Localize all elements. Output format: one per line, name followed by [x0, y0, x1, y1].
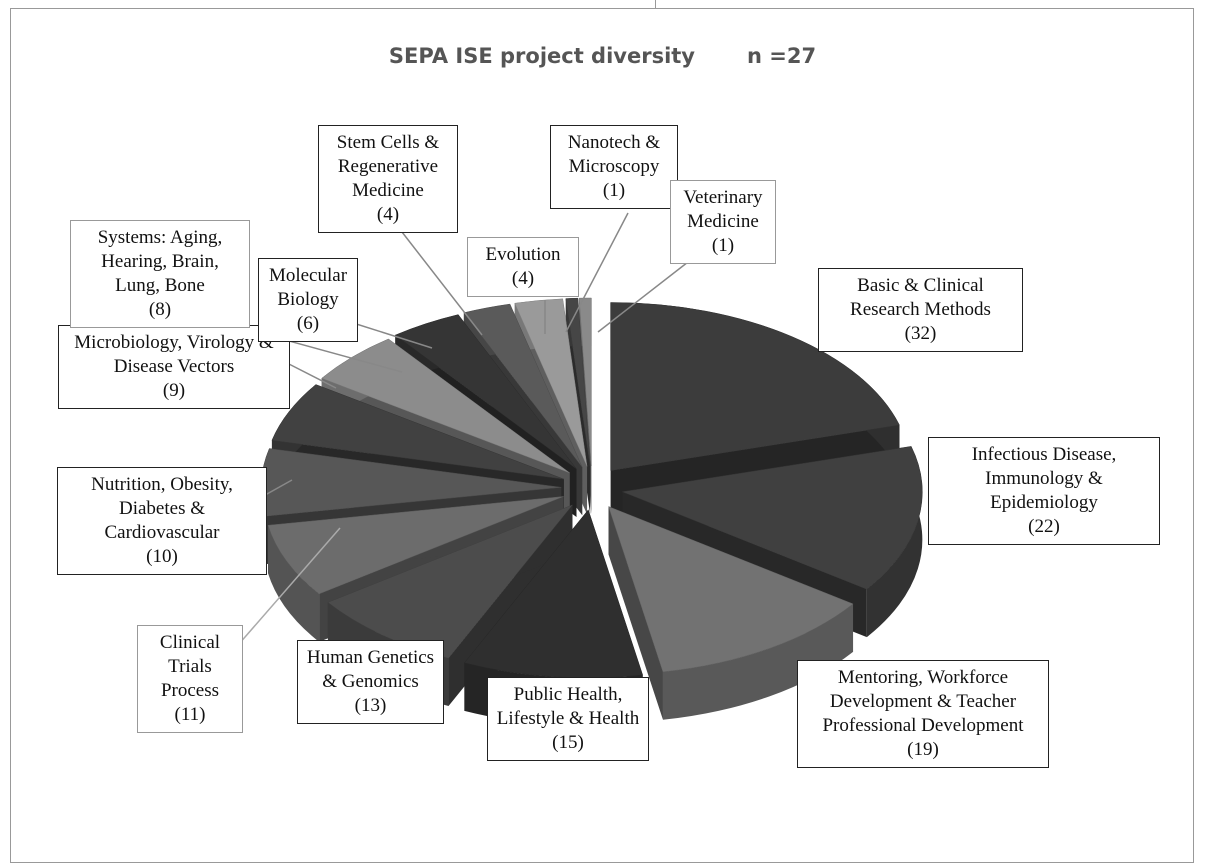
- slice: [267, 496, 564, 595]
- pie: [260, 297, 923, 726]
- value-label: (4): [511, 268, 535, 289]
- value-label: (11): [174, 704, 206, 725]
- label-box: Clinical Trials Process (11): [137, 625, 243, 733]
- label-box: Public Health, Lifestyle & Health (15): [487, 677, 649, 761]
- slice: [271, 384, 564, 480]
- category-label: Basic & Clinical Research Methods: [850, 275, 991, 320]
- slice: [565, 297, 591, 467]
- label-box: Infectious Disease, Immunology & Epidemi…: [928, 437, 1160, 545]
- frame: [10, 8, 1194, 863]
- slice: [514, 298, 588, 467]
- category-label: Public Health, Lifestyle & Health: [496, 684, 640, 729]
- category-label: Systems: Aging, Hearing, Brain, Lung, Bo…: [97, 227, 223, 296]
- slice-wall: [608, 506, 663, 720]
- connector: [224, 527, 341, 661]
- category-label: Microbiology, Virology & Disease Vectors: [74, 332, 274, 377]
- label-box: Nutrition, Obesity, Diabetes & Cardiovas…: [57, 467, 267, 575]
- slice-group: [608, 506, 854, 720]
- value-label: (1): [602, 180, 626, 201]
- label-box: Stem Cells & Regenerative Medicine (4): [318, 125, 458, 233]
- label-box: Systems: Aging, Hearing, Brain, Lung, Bo…: [70, 220, 250, 328]
- label-box: Microbiology, Virology & Disease Vectors…: [58, 325, 290, 409]
- category-label: Veterinary Medicine: [683, 187, 763, 232]
- value-label: (6): [296, 313, 320, 334]
- category-label: Nanotech & Microscopy: [567, 132, 661, 177]
- connector: [284, 361, 337, 389]
- category-label: Molecular Biology: [268, 265, 348, 310]
- label-box: Evolution (4): [467, 237, 579, 297]
- title-row: SEPA ISE project diversity n =27: [0, 44, 1205, 68]
- slice: [608, 506, 854, 673]
- connector: [401, 231, 483, 336]
- category-label: Infectious Disease, Immunology & Epidemi…: [971, 444, 1117, 513]
- value-label: (4): [376, 204, 400, 225]
- connector: [565, 212, 629, 333]
- label-box: Basic & Clinical Research Methods (32): [818, 268, 1023, 352]
- slice: [578, 297, 592, 467]
- chart-note: n =27: [747, 44, 817, 68]
- category-label: Mentoring, Workforce Development & Teach…: [822, 667, 1024, 736]
- value-label: (9): [162, 380, 186, 401]
- slice: [463, 509, 644, 679]
- label-box: Human Genetics & Genomics (13): [297, 640, 444, 724]
- value-label: (15): [552, 732, 584, 753]
- label-box: Mentoring, Workforce Development & Teach…: [797, 660, 1049, 768]
- category-label: Clinical Trials Process: [159, 632, 221, 701]
- value-label: (8): [148, 299, 172, 320]
- connector: [349, 321, 433, 349]
- label-box: Veterinary Medicine (1): [670, 180, 776, 264]
- label-box: Nanotech & Microscopy (1): [550, 125, 678, 209]
- category-label: Nutrition, Obesity, Diabetes & Cardiovas…: [91, 474, 233, 543]
- value-label: (19): [907, 739, 939, 760]
- value-label: (13): [354, 695, 387, 716]
- value-label: (22): [1028, 516, 1060, 537]
- slice-side: [662, 603, 854, 720]
- value-label: (10): [146, 546, 178, 567]
- value-label: (1): [711, 235, 735, 256]
- category-label: Stem Cells & Regenerative Medicine: [336, 132, 440, 201]
- category-label: Evolution: [485, 244, 561, 265]
- frame-tick: [655, 0, 656, 8]
- slice: [621, 446, 923, 590]
- category-label: Human Genetics & Genomics: [306, 647, 435, 692]
- chart-title: SEPA ISE project diversity: [388, 44, 695, 68]
- slice-side: [268, 525, 320, 642]
- slice: [321, 338, 570, 474]
- slice-side: [866, 446, 923, 638]
- slice: [394, 314, 577, 470]
- slice: [610, 302, 900, 471]
- connector: [597, 261, 689, 333]
- value-label: (32): [904, 323, 937, 344]
- label-box: Molecular Biology (6): [258, 258, 358, 342]
